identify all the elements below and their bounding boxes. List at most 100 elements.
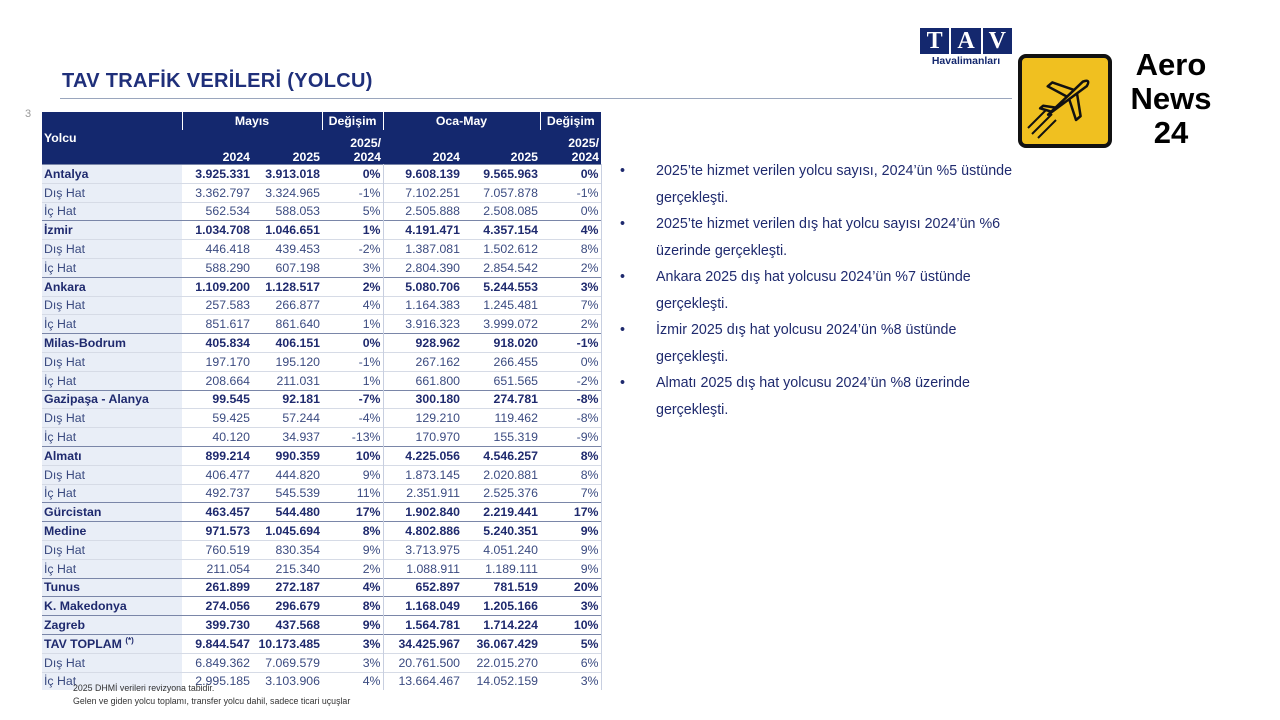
sub-row: Dış Hat 760.519 830.354 9% 3.713.975 4.051.24… [42,539,602,560]
cell: 1.205.166 [462,596,540,616]
row-name: İç Hat [42,201,182,221]
cell: 257.583 [182,295,252,315]
sub-row: İç Hat 562.534 588.053 5% 2.505.888 2.508.085… [42,201,602,221]
cell: 0% [322,333,384,353]
sub-row: Dış Hat 197.170 195.120 -1% 267.162 266.455 0% [42,351,602,372]
airport-row: TAV TOPLAM (*) 9.844.547 10.173.485 3% 34.42… [42,633,602,654]
sub-row: İç Hat 588.290 607.198 3% 2.804.390 2.854.542… [42,257,602,278]
cell: 1.873.145 [383,464,462,485]
cell: -1% [540,182,602,203]
cell: -7% [322,389,384,409]
cell: 588.053 [252,201,322,221]
cell: 1.164.383 [383,295,462,315]
cell: 1.387.081 [383,239,462,259]
cell: 5.244.553 [462,276,540,297]
cell: 208.664 [182,370,252,391]
cell: -13% [322,427,384,447]
row-name: Medine [42,521,182,541]
airport-row: Gürcistan 463.457 544.480 17% 1.902.840 2.219… [42,502,602,522]
cell: 1.045.694 [252,521,322,541]
cell: 6% [540,652,602,673]
cell: 10% [540,615,602,635]
row-name: Dış Hat [42,408,182,428]
airport-row: Medine 971.573 1.045.694 8% 4.802.886 5.240.3… [42,521,602,541]
cell: 2% [540,314,602,334]
row-name: Gazipaşa - Alanya [42,389,182,409]
cell: 170.970 [383,427,462,447]
cell: 3% [322,257,384,278]
note-mark: (*) [125,636,134,646]
row-name: Dış Hat [42,652,182,673]
page-number: 3 [25,108,32,120]
airport-row: Tunus 261.899 272.187 4% 652.897 781.519 20% [42,577,602,597]
airport-row: Antalya 3.925.331 3.913.018 0% 9.608.139 9.56… [42,164,602,184]
cell: 9.608.139 [383,164,462,184]
cell: -1% [322,182,384,203]
cell: 928.962 [383,333,462,353]
cell: 463.457 [182,502,252,522]
cell: 3.916.323 [383,314,462,334]
logo-subtitle: Havalimanları [931,55,1001,67]
cell: 14.052.159 [462,671,540,691]
cell: 274.781 [462,389,540,409]
row-name: Dış Hat [42,464,182,485]
cell: 9% [322,464,384,485]
cell: 0% [540,351,602,372]
column-header: 2024 [182,130,252,165]
cell: 155.319 [462,427,540,447]
cell: 266.455 [462,351,540,372]
cell: 0% [322,164,384,184]
cell: 4.357.154 [462,220,540,240]
cell: 652.897 [383,577,462,597]
row-name: İç Hat [42,427,182,447]
cell: 1.189.111 [462,558,540,579]
airport-row: Zagreb 399.730 437.568 9% 1.564.781 1.714.224… [42,615,602,635]
cell: 544.480 [252,502,322,522]
cell: 861.640 [252,314,322,334]
sub-row: İç Hat 851.617 861.640 1% 3.916.323 3.999.072… [42,314,602,334]
row-name: Dış Hat [42,239,182,259]
row-name: İç Hat [42,671,182,691]
cell: 10.173.485 [252,633,322,654]
cell: 8% [322,521,384,541]
logo-letter: V [982,28,1012,54]
row-name: K. Makedonya [42,596,182,616]
cell: 444.820 [252,464,322,485]
cell: 1.714.224 [462,615,540,635]
cell: 0% [540,201,602,221]
airport-row: Ankara 1.109.200 1.128.517 2% 5.080.706 5.244… [42,276,602,297]
cell: 492.737 [182,483,252,503]
watermark-text: Aero News 24 [1116,48,1226,150]
cell: 2% [540,257,602,278]
cell: 3.362.797 [182,182,252,203]
cell: 399.730 [182,615,252,635]
cell: 4.546.257 [462,445,540,466]
cell: 562.534 [182,201,252,221]
cell: 7.069.579 [252,652,322,673]
header-row: Yolcu Mayıs Değişim Oca-May Değişim [42,112,601,165]
cell: 195.120 [252,351,322,372]
cell: 1% [322,314,384,334]
sub-row: Dış Hat 59.425 57.244 -4% 129.210 119.462 -8% [42,408,602,428]
sub-row: İç Hat 492.737 545.539 11% 2.351.911 2.525.37… [42,483,602,503]
cell: 20% [540,577,602,597]
cell: 8% [540,464,602,485]
cell: 2% [322,276,384,297]
cell: 7% [540,483,602,503]
row-name: İç Hat [42,370,182,391]
cell: -8% [540,389,602,409]
bullet: 2025’te hizmet verilen yolcu sayısı, 202… [620,158,1028,211]
airport-row: Gazipaşa - Alanya 99.545 92.181 -7% 300.180 2… [42,389,602,409]
watermark-word: News [1130,81,1212,116]
cell: 4.225.056 [383,445,462,466]
cell: 2.219.441 [462,502,540,522]
header-row: 2024 2025 2025/ 2024 2024 2025 2025/ 2024 [42,130,601,165]
cell: 545.539 [252,483,322,503]
cell: 261.899 [182,577,252,597]
bullet: Almatı 2025 dış hat yolcusu 2024’ün %8 ü… [620,370,1028,423]
column-header: 2024 [383,130,462,165]
sub-row: Dış Hat 3.362.797 3.324.965 -1% 7.102.251 7.0… [42,182,602,203]
cell: -9% [540,427,602,447]
cell: 607.198 [252,257,322,278]
